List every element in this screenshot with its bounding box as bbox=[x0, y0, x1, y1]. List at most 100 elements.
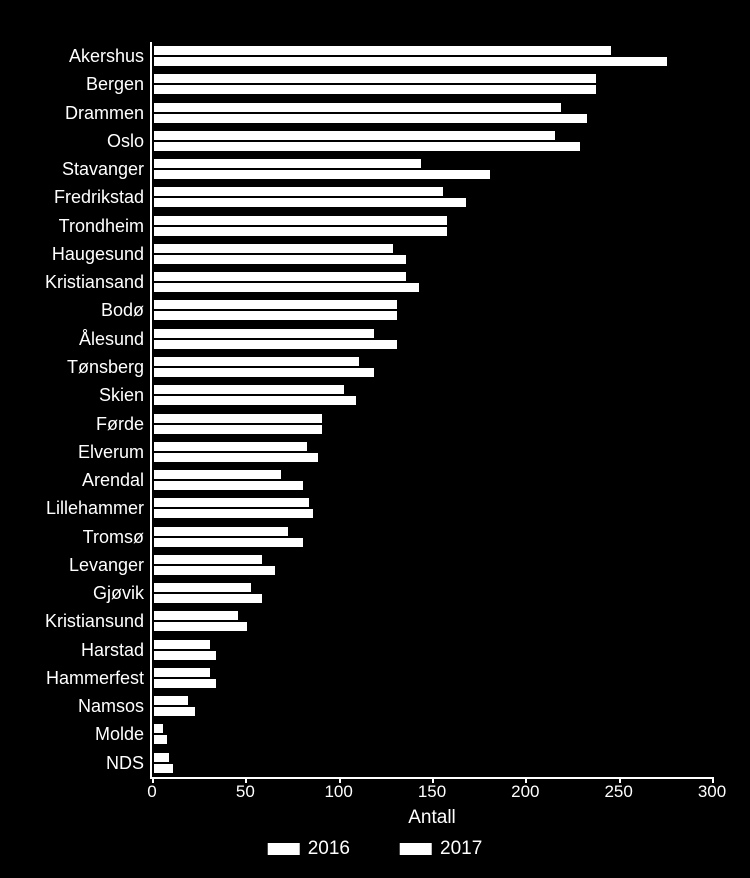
category-label: Harstad bbox=[81, 636, 144, 664]
legend-item-2017: 2017 bbox=[400, 838, 482, 860]
bar-2017 bbox=[154, 481, 303, 490]
bar-2017 bbox=[154, 368, 374, 377]
bar-2017 bbox=[154, 170, 490, 179]
category-label: Tønsberg bbox=[67, 353, 144, 381]
bar-2016 bbox=[154, 272, 406, 281]
category-row: Tønsberg bbox=[152, 353, 712, 381]
category-label: Ålesund bbox=[79, 325, 144, 353]
bar-2016 bbox=[154, 555, 262, 564]
bar-2017 bbox=[154, 114, 587, 123]
bar-2017 bbox=[154, 198, 466, 207]
category-label: Trondheim bbox=[59, 212, 144, 240]
bar-2016 bbox=[154, 244, 393, 253]
category-row: Lillehammer bbox=[152, 494, 712, 522]
bar-2016 bbox=[154, 696, 188, 705]
category-row: Førde bbox=[152, 410, 712, 438]
category-row: Stavanger bbox=[152, 155, 712, 183]
category-row: Elverum bbox=[152, 438, 712, 466]
category-label: Hammerfest bbox=[46, 664, 144, 692]
bar-2016 bbox=[154, 385, 344, 394]
x-tick-label: 100 bbox=[324, 782, 352, 802]
x-axis-label: Antall bbox=[408, 807, 456, 829]
category-row: Bodø bbox=[152, 296, 712, 324]
legend-item-2016: 2016 bbox=[268, 838, 350, 860]
category-label: Skien bbox=[99, 381, 144, 409]
bar-2016 bbox=[154, 46, 611, 55]
bar-2017 bbox=[154, 453, 318, 462]
bar-2016 bbox=[154, 357, 359, 366]
bar-2017 bbox=[154, 85, 596, 94]
legend-label: 2017 bbox=[440, 838, 482, 860]
category-row: Trondheim bbox=[152, 212, 712, 240]
plot-area: Antall AkershusBergenDrammenOsloStavange… bbox=[150, 42, 712, 779]
bar-2016 bbox=[154, 131, 555, 140]
category-row: Bergen bbox=[152, 70, 712, 98]
category-row: Haugesund bbox=[152, 240, 712, 268]
category-label: Arendal bbox=[82, 466, 144, 494]
x-tick-label: 300 bbox=[698, 782, 726, 802]
bar-2017 bbox=[154, 57, 667, 66]
bar-2017 bbox=[154, 764, 173, 773]
bar-2016 bbox=[154, 611, 238, 620]
bar-2016 bbox=[154, 216, 447, 225]
legend-swatch-icon bbox=[268, 843, 300, 855]
category-row: Molde bbox=[152, 720, 712, 748]
legend: 2016 2017 bbox=[268, 838, 483, 860]
bar-2017 bbox=[154, 509, 313, 518]
category-label: Akershus bbox=[69, 42, 144, 70]
category-label: Bergen bbox=[86, 70, 144, 98]
category-row: Skien bbox=[152, 381, 712, 409]
category-row: Fredrikstad bbox=[152, 183, 712, 211]
category-label: Drammen bbox=[65, 99, 144, 127]
category-label: Elverum bbox=[78, 438, 144, 466]
category-label: Kristiansund bbox=[45, 607, 144, 635]
category-label: Bodø bbox=[101, 296, 144, 324]
bar-2016 bbox=[154, 470, 281, 479]
bar-2017 bbox=[154, 679, 216, 688]
bar-2016 bbox=[154, 414, 322, 423]
bar-2016 bbox=[154, 668, 210, 677]
bar-2016 bbox=[154, 103, 561, 112]
category-label: Molde bbox=[95, 720, 144, 748]
bar-2016 bbox=[154, 583, 251, 592]
bar-2016 bbox=[154, 187, 443, 196]
category-row: Harstad bbox=[152, 636, 712, 664]
category-row: Arendal bbox=[152, 466, 712, 494]
category-row: Drammen bbox=[152, 99, 712, 127]
x-tick-label: 0 bbox=[147, 782, 156, 802]
x-tick-label: 200 bbox=[511, 782, 539, 802]
category-label: Stavanger bbox=[62, 155, 144, 183]
bar-2016 bbox=[154, 74, 596, 83]
x-tick-label: 150 bbox=[418, 782, 446, 802]
bar-2017 bbox=[154, 425, 322, 434]
bar-2017 bbox=[154, 538, 303, 547]
category-label: Førde bbox=[96, 410, 144, 438]
bar-2017 bbox=[154, 396, 356, 405]
category-label: Haugesund bbox=[52, 240, 144, 268]
bar-2016 bbox=[154, 442, 307, 451]
category-label: Kristiansand bbox=[45, 268, 144, 296]
category-label: Levanger bbox=[69, 551, 144, 579]
category-row: NDS bbox=[152, 749, 712, 777]
bar-2017 bbox=[154, 594, 262, 603]
category-row: Ålesund bbox=[152, 325, 712, 353]
bar-2016 bbox=[154, 300, 397, 309]
legend-label: 2016 bbox=[308, 838, 350, 860]
category-row: Kristiansand bbox=[152, 268, 712, 296]
category-label: Namsos bbox=[78, 692, 144, 720]
bar-2016 bbox=[154, 640, 210, 649]
bar-2017 bbox=[154, 566, 275, 575]
chart-container: Antall AkershusBergenDrammenOsloStavange… bbox=[0, 0, 750, 878]
category-row: Oslo bbox=[152, 127, 712, 155]
bar-2017 bbox=[154, 707, 195, 716]
category-label: Oslo bbox=[107, 127, 144, 155]
bar-2016 bbox=[154, 753, 169, 762]
category-row: Gjøvik bbox=[152, 579, 712, 607]
bar-2017 bbox=[154, 340, 397, 349]
category-row: Tromsø bbox=[152, 523, 712, 551]
bar-2017 bbox=[154, 283, 419, 292]
bar-2016 bbox=[154, 724, 163, 733]
bar-2017 bbox=[154, 651, 216, 660]
x-tick-label: 50 bbox=[236, 782, 255, 802]
bar-2017 bbox=[154, 255, 406, 264]
